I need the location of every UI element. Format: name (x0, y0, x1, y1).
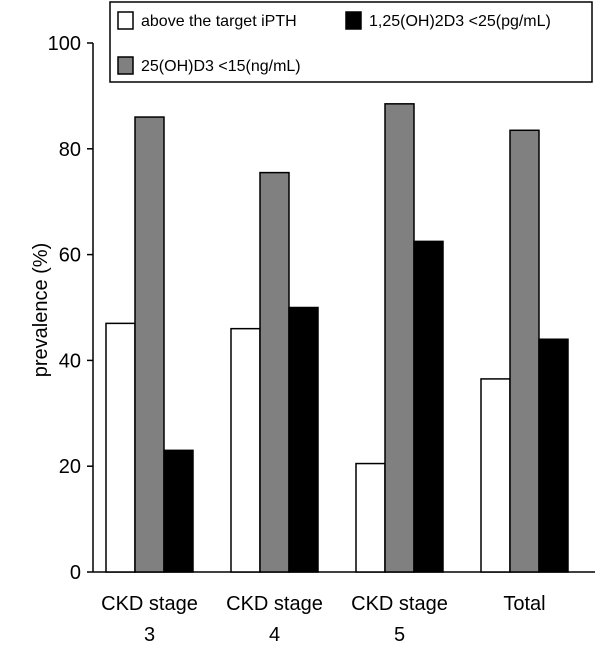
legend-label: 25(OH)D3 <15(ng/mL) (141, 58, 301, 75)
bar (163, 449, 194, 573)
bar (509, 129, 540, 573)
legend-label: 1,25(OH)2D3 <25(pg/mL) (369, 13, 551, 30)
x-category-label: CKD stage 5 (351, 593, 448, 646)
bar (134, 116, 165, 573)
x-category-label-line: CKD stage (226, 593, 323, 615)
x-category-label: CKD stage 4 (226, 593, 323, 646)
x-category-label-line: 3 (144, 624, 155, 646)
y-tick-label: 0 (70, 562, 81, 584)
y-axis-label: prevalence (%) (30, 243, 52, 378)
bars (105, 103, 569, 573)
x-category-label: CKD stage 3 (101, 593, 198, 646)
bar (480, 378, 511, 573)
y-tick-label: 20 (59, 456, 81, 478)
bar (413, 240, 444, 573)
x-category-label-line: 4 (269, 624, 280, 646)
bar (384, 103, 415, 573)
legend-swatch (117, 11, 134, 30)
x-category-label-line: CKD stage (101, 593, 198, 615)
bar (355, 462, 386, 573)
legend-label: above the target iPTH (141, 13, 297, 30)
x-category-label-line: Total (503, 593, 545, 615)
legend-swatch (345, 11, 362, 30)
bar (259, 171, 290, 573)
bar (288, 306, 319, 573)
y-tick-label: 80 (59, 139, 81, 161)
bar (538, 338, 569, 573)
y-tick-label: 60 (59, 245, 81, 267)
bar (105, 322, 136, 573)
y-tick-label: 100 (48, 33, 81, 55)
legend: above the target iPTH 1,25(OH)2D3 <25(pg/… (109, 1, 593, 83)
x-category-label: Total (503, 593, 545, 615)
y-tick-label: 40 (59, 350, 81, 372)
legend-swatch (117, 56, 134, 75)
x-category-label-line: 5 (394, 624, 405, 646)
bar (230, 327, 261, 573)
x-category-label-line: CKD stage (351, 593, 448, 615)
